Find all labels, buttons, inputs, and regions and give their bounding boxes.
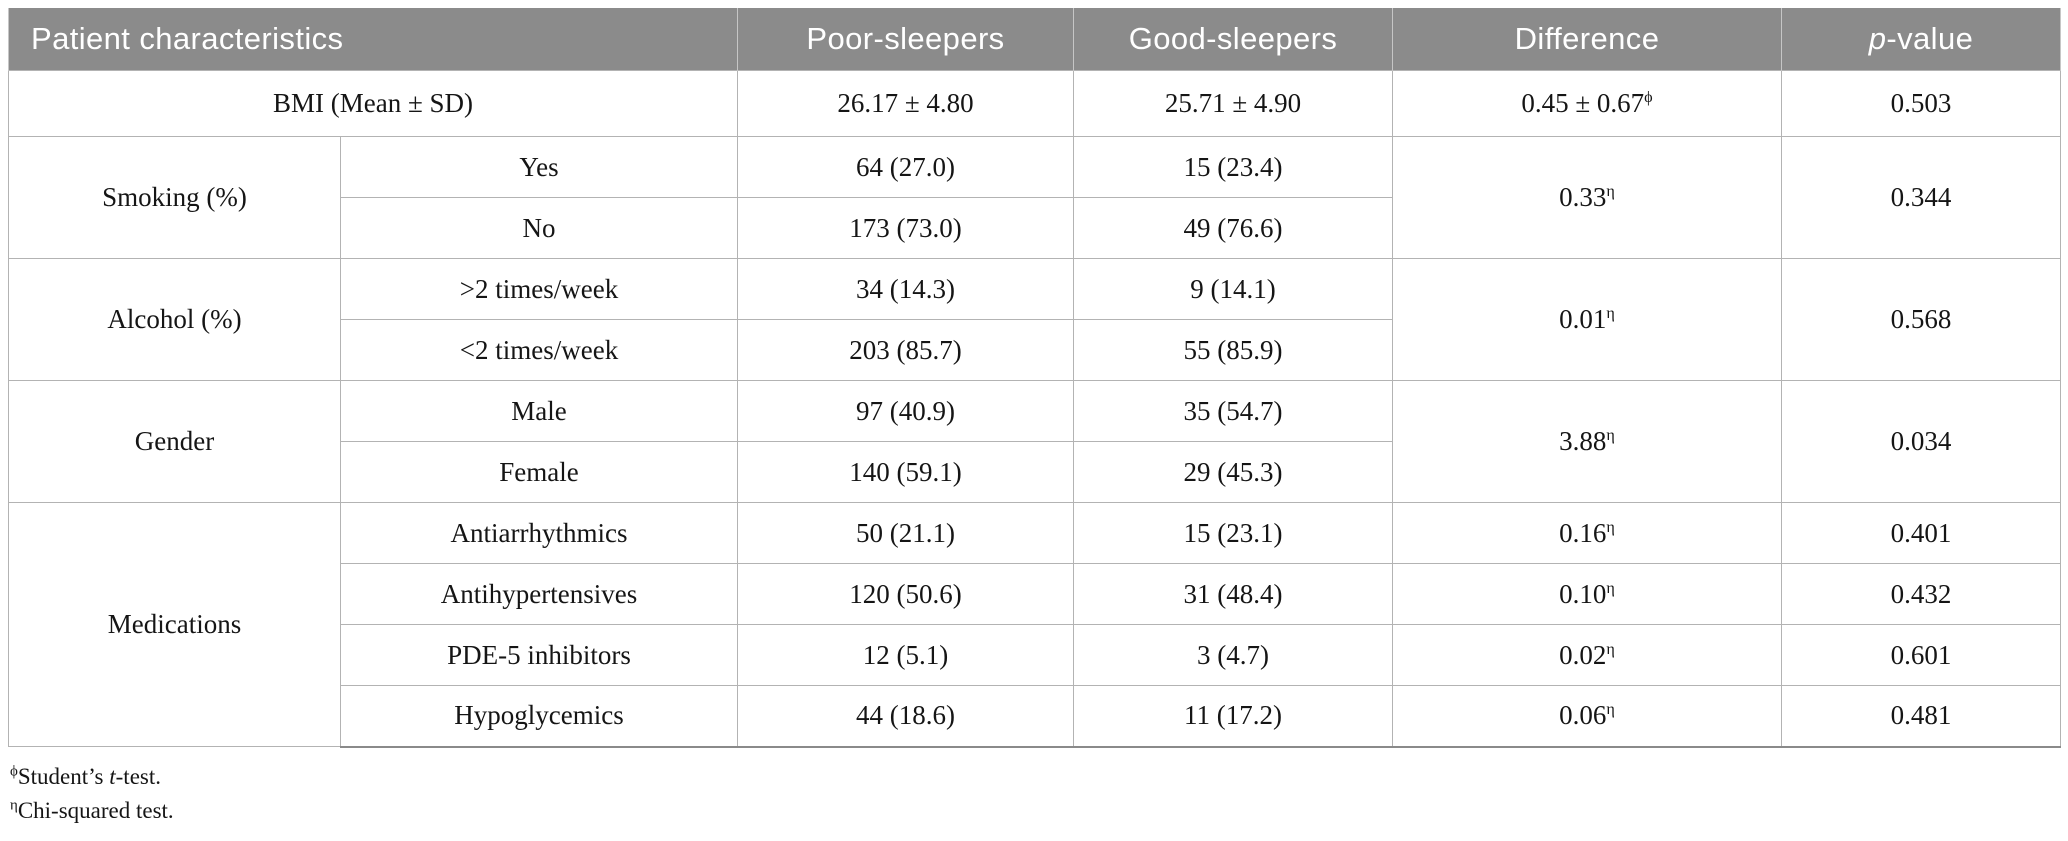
table-row-smoking-yes: Smoking (%) Yes 64 (27.0) 15 (23.4) 0.33…: [8, 136, 2061, 259]
med-antiarrhythmics-difference: 0.16η: [1392, 502, 1782, 564]
table-row-med-antiarrhythmics: Medications Antiarrhythmics 50 (21.1) 15…: [8, 502, 2061, 747]
alcohol-more-label: >2 times/week: [340, 258, 738, 320]
med-pde5-good: 3 (4.7): [1073, 624, 1393, 686]
table-row-med-pde5: PDE-5 inhibitors 12 (5.1) 3 (4.7) 0.02η …: [9, 624, 2061, 686]
p-value-italic: p: [1868, 21, 1887, 56]
med-hypoglycemics-label: Hypoglycemics: [340, 685, 738, 748]
smoking-yes-label: Yes: [340, 136, 738, 198]
med-antiarrhythmics-label: Antiarrhythmics: [340, 502, 738, 564]
med-hypoglycemics-difference: 0.06η: [1392, 685, 1782, 748]
footnotes: ϕStudent’s t-test. ηChi-squared test.: [8, 748, 2060, 828]
alcohol-less-good: 55 (85.9): [1073, 319, 1393, 381]
phi-superscript: ϕ: [1644, 88, 1653, 106]
gender-female-good: 29 (45.3): [1073, 441, 1393, 503]
med-pde5-p-value: 0.601: [1781, 624, 2061, 686]
med-pde5-difference: 0.02η: [1392, 624, 1782, 686]
alcohol-less-poor: 203 (85.7): [737, 319, 1074, 381]
eta-superscript: η: [1606, 578, 1615, 597]
eta-superscript: η: [1606, 700, 1615, 719]
table-row-bmi: BMI (Mean ± SD) 26.17 ± 4.80 25.71 ± 4.9…: [8, 70, 2061, 137]
alcohol-label: Alcohol (%): [8, 258, 341, 381]
p-value-rest: -value: [1886, 21, 1974, 56]
table-row-alcohol-less: <2 times/week 203 (85.7) 55 (85.9): [9, 319, 2061, 381]
medications-label: Medications: [8, 502, 341, 747]
alcohol-difference: 0.01η: [1392, 258, 1782, 381]
alcohol-more-poor: 34 (14.3): [737, 258, 1074, 320]
footnote-students-t-test: ϕStudent’s t-test.: [10, 762, 161, 789]
smoking-label: Smoking (%): [8, 136, 341, 259]
alcohol-p-value: 0.568: [1781, 258, 2061, 381]
eta-superscript: η: [1606, 304, 1615, 322]
header-difference: Difference: [1392, 8, 1782, 71]
med-antihypertensives-difference: 0.10η: [1392, 563, 1782, 625]
table-row-smoking-no: No 173 (73.0) 49 (76.6): [9, 197, 2061, 259]
smoking-difference: 0.33η: [1392, 136, 1782, 259]
table-row-med-antihypertensives: Antihypertensives 120 (50.6) 31 (48.4) 0…: [9, 563, 2061, 625]
gender-female-poor: 140 (59.1): [737, 441, 1074, 503]
med-pde5-label: PDE-5 inhibitors: [340, 624, 738, 686]
table-row-alcohol-more: Alcohol (%) >2 times/week 34 (14.3) 9 (1…: [8, 258, 2061, 381]
phi-superscript: ϕ: [10, 762, 18, 779]
gender-label: Gender: [8, 380, 341, 503]
med-antihypertensives-poor: 120 (50.6): [737, 563, 1074, 625]
table-row-gender-female: Female 140 (59.1) 29 (45.3): [9, 441, 2061, 503]
med-pde5-poor: 12 (5.1): [737, 624, 1074, 686]
bmi-good: 25.71 ± 4.90: [1073, 70, 1393, 137]
table-row-gender-male: Gender Male 97 (40.9) 35 (54.7) 3.88η 0.…: [8, 380, 2061, 503]
bmi-difference: 0.45 ± 0.67ϕ: [1392, 70, 1782, 137]
med-antihypertensives-good: 31 (48.4): [1073, 563, 1393, 625]
alcohol-less-label: <2 times/week: [340, 319, 738, 381]
footnote-chi-squared-test: ηChi-squared test.: [10, 796, 174, 823]
smoking-p-value: 0.344: [1781, 136, 2061, 259]
gender-difference: 3.88η: [1392, 380, 1782, 503]
smoking-yes-good: 15 (23.4): [1073, 136, 1393, 198]
gender-male-good: 35 (54.7): [1073, 380, 1393, 442]
smoking-no-poor: 173 (73.0): [737, 197, 1074, 259]
patient-characteristics-table: Patient characteristics Poor-sleepers Go…: [8, 8, 2061, 748]
med-antiarrhythmics-poor: 50 (21.1): [737, 502, 1074, 564]
eta-superscript: η: [1606, 639, 1615, 658]
header-poor-sleepers: Poor-sleepers: [737, 8, 1074, 71]
header-good-sleepers: Good-sleepers: [1073, 8, 1393, 71]
eta-superscript: η: [10, 796, 18, 813]
header-patient-characteristics: Patient characteristics: [8, 8, 738, 71]
med-antiarrhythmics-good: 15 (23.1): [1073, 502, 1393, 564]
eta-superscript: η: [1606, 182, 1615, 200]
gender-p-value: 0.034: [1781, 380, 2061, 503]
header-p-value: p-value: [1781, 8, 2061, 71]
bmi-p-value: 0.503: [1781, 70, 2061, 137]
med-hypoglycemics-p-value: 0.481: [1781, 685, 2061, 748]
med-antihypertensives-label: Antihypertensives: [340, 563, 738, 625]
smoking-yes-poor: 64 (27.0): [737, 136, 1074, 198]
med-hypoglycemics-poor: 44 (18.6): [737, 685, 1074, 748]
smoking-no-label: No: [340, 197, 738, 259]
med-antihypertensives-p-value: 0.432: [1781, 563, 2061, 625]
gender-female-label: Female: [340, 441, 738, 503]
eta-superscript: η: [1606, 426, 1615, 444]
gender-male-label: Male: [340, 380, 738, 442]
alcohol-more-good: 9 (14.1): [1073, 258, 1393, 320]
med-antiarrhythmics-p-value: 0.401: [1781, 502, 2061, 564]
table-row-med-hypoglycemics: Hypoglycemics 44 (18.6) 11 (17.2) 0.06η …: [9, 685, 2061, 748]
bmi-label: BMI (Mean ± SD): [8, 70, 738, 137]
bmi-poor: 26.17 ± 4.80: [737, 70, 1074, 137]
smoking-no-good: 49 (76.6): [1073, 197, 1393, 259]
header-row: Patient characteristics Poor-sleepers Go…: [8, 8, 2061, 71]
gender-male-poor: 97 (40.9): [737, 380, 1074, 442]
med-hypoglycemics-good: 11 (17.2): [1073, 685, 1393, 748]
eta-superscript: η: [1606, 517, 1615, 536]
